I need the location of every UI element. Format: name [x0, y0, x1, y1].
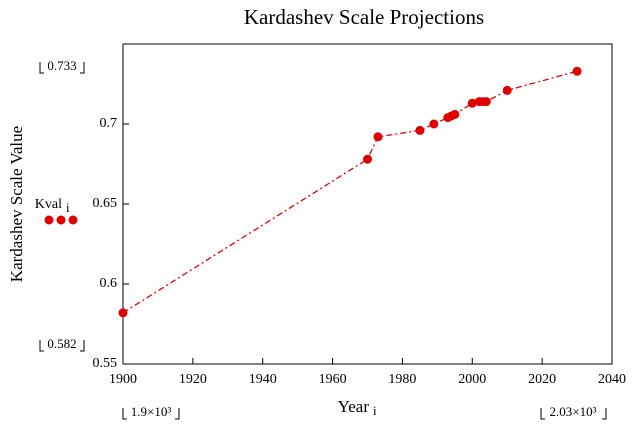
data-point — [450, 109, 460, 119]
chart-title: Kardashev Scale Projections — [244, 5, 484, 29]
x-tick-label: 2040 — [598, 372, 626, 387]
x-axis-index: i — [373, 403, 377, 418]
data-point — [373, 132, 383, 142]
x-tick-label: 1940 — [249, 372, 277, 387]
y-tick-label: 0.55 — [93, 356, 118, 371]
x-range-left: 1.9×10³ — [131, 404, 172, 419]
data-point — [429, 119, 439, 129]
x-tick-label: 1900 — [109, 372, 137, 387]
x-tick-label: 1980 — [388, 372, 416, 387]
legend-index: i — [66, 200, 70, 215]
data-point — [118, 308, 128, 318]
y-tick-label: 0.7 — [100, 116, 118, 131]
x-tick-label: 2000 — [458, 372, 486, 387]
x-tick-label: 2020 — [528, 372, 556, 387]
plot-frame — [122, 43, 613, 365]
legend-label: Kval — [35, 197, 62, 212]
y-tick-label: 0.6 — [100, 276, 118, 291]
data-point — [363, 154, 372, 164]
y-axis-label: Kardashev Scale Value — [7, 126, 26, 282]
y-range-top: 0.733 — [47, 58, 76, 73]
data-point — [572, 66, 582, 76]
series-line — [122, 70, 578, 314]
x-tick-label: 1960 — [319, 372, 347, 387]
data-point — [467, 98, 477, 108]
legend-marker — [68, 215, 78, 225]
x-range-right: 2.03×10³ — [550, 404, 597, 419]
legend-marker — [44, 215, 54, 225]
data-point — [481, 97, 491, 107]
x-tick-label: 1920 — [179, 372, 207, 387]
data-point — [415, 125, 425, 135]
range-brackets — [39, 62, 607, 420]
legend-marker — [56, 215, 66, 225]
data-point — [502, 85, 512, 95]
y-tick-label: 0.65 — [93, 196, 118, 211]
x-axis-label: Year — [338, 397, 370, 416]
y-range-bottom: 0.582 — [47, 336, 76, 351]
